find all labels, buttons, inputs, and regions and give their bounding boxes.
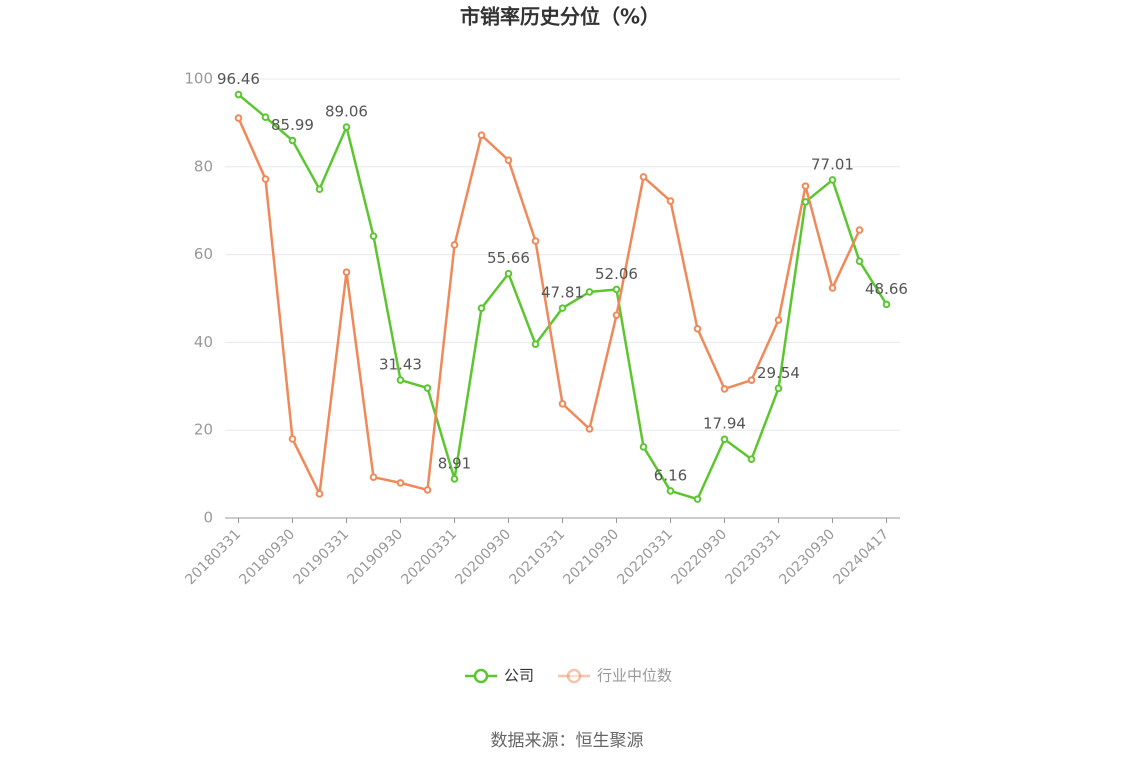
data-point xyxy=(423,486,432,494)
data-point xyxy=(504,269,513,278)
y-tick-label: 80 xyxy=(194,157,213,175)
y-tick-label: 40 xyxy=(194,333,213,351)
data-point xyxy=(423,384,432,392)
data-point xyxy=(693,324,702,333)
data-point xyxy=(261,113,270,121)
data-label: 77.01 xyxy=(811,155,854,173)
data-label: 89.06 xyxy=(325,103,368,121)
data-point xyxy=(396,376,405,384)
data-point xyxy=(882,300,891,309)
data-point xyxy=(666,197,675,205)
data-label: 47.81 xyxy=(541,284,584,302)
data-point xyxy=(747,376,756,384)
data-point xyxy=(720,385,729,393)
data-point xyxy=(855,257,864,265)
series-line xyxy=(237,117,861,499)
y-tick-label: 20 xyxy=(194,421,213,439)
data-label: 17.94 xyxy=(703,415,746,433)
data-label: 85.99 xyxy=(271,116,314,134)
x-tick-label: 20220930 xyxy=(668,526,730,588)
data-point xyxy=(504,156,513,165)
x-tick-label: 20220331 xyxy=(614,526,676,588)
data-point xyxy=(234,90,243,99)
chart-title: 市销率历史分位（%） xyxy=(460,5,660,29)
x-tick-label: 20190930 xyxy=(344,526,406,588)
data-point xyxy=(855,226,864,234)
data-point xyxy=(234,114,243,122)
data-point xyxy=(396,479,405,487)
y-tick-label: 60 xyxy=(194,245,213,263)
data-point xyxy=(288,435,297,443)
legend-marker xyxy=(566,668,582,684)
data-point xyxy=(639,173,648,181)
data-point xyxy=(558,400,567,408)
data-point xyxy=(828,284,837,292)
data-point xyxy=(720,435,729,444)
data-label: 6.16 xyxy=(654,466,687,484)
data-point xyxy=(315,185,324,193)
data-point xyxy=(369,473,378,481)
x-tick-label: 20180930 xyxy=(236,526,298,588)
data-point xyxy=(531,237,540,245)
data-label: 8.91 xyxy=(438,454,471,472)
legend-label: 公司 xyxy=(504,667,534,685)
legend-marker xyxy=(473,668,489,684)
data-point xyxy=(774,316,783,324)
data-point xyxy=(585,288,594,296)
source-note: 数据来源：恒生聚源 xyxy=(491,731,644,751)
data-label: 29.54 xyxy=(757,364,800,382)
y-tick-label: 100 xyxy=(184,70,213,88)
data-point xyxy=(288,136,297,145)
data-point xyxy=(477,304,486,312)
data-point xyxy=(261,175,270,183)
x-tick-label: 20230331 xyxy=(722,526,784,588)
x-tick-label: 20240417 xyxy=(830,526,892,588)
data-point xyxy=(774,384,783,393)
data-point xyxy=(369,232,378,240)
data-point xyxy=(612,285,621,294)
data-point xyxy=(612,311,621,319)
data-point xyxy=(693,495,702,503)
data-point xyxy=(315,490,324,498)
data-point xyxy=(585,425,594,433)
data-point xyxy=(747,455,756,463)
data-point xyxy=(450,475,459,483)
legend-item[interactable]: 公司 xyxy=(465,667,534,685)
x-tick-label: 20200331 xyxy=(398,526,460,588)
data-label: 52.06 xyxy=(595,265,638,283)
data-point xyxy=(558,304,567,312)
data-point xyxy=(450,241,459,249)
data-point xyxy=(342,268,351,276)
x-tick-label: 20190331 xyxy=(290,526,352,588)
x-tick-label: 20180331 xyxy=(182,526,244,588)
x-tick-label: 20210930 xyxy=(560,526,622,588)
data-point xyxy=(828,176,837,184)
data-label: 55.66 xyxy=(487,249,530,267)
x-tick-label: 20200930 xyxy=(452,526,514,588)
x-tick-label: 20230930 xyxy=(776,526,838,588)
data-point xyxy=(477,131,486,139)
data-label: 31.43 xyxy=(379,356,422,374)
data-label: 96.46 xyxy=(217,70,260,88)
x-tick-label: 20210331 xyxy=(506,526,568,588)
data-point xyxy=(801,198,810,206)
data-point xyxy=(342,123,351,131)
data-point xyxy=(639,443,648,451)
data-point xyxy=(666,487,675,495)
data-label: 48.66 xyxy=(865,280,908,298)
data-point xyxy=(801,182,810,190)
legend-item[interactable]: 行业中位数 xyxy=(558,667,672,685)
data-point xyxy=(531,340,540,348)
y-tick-label: 0 xyxy=(203,509,213,527)
legend-label: 行业中位数 xyxy=(597,667,672,685)
